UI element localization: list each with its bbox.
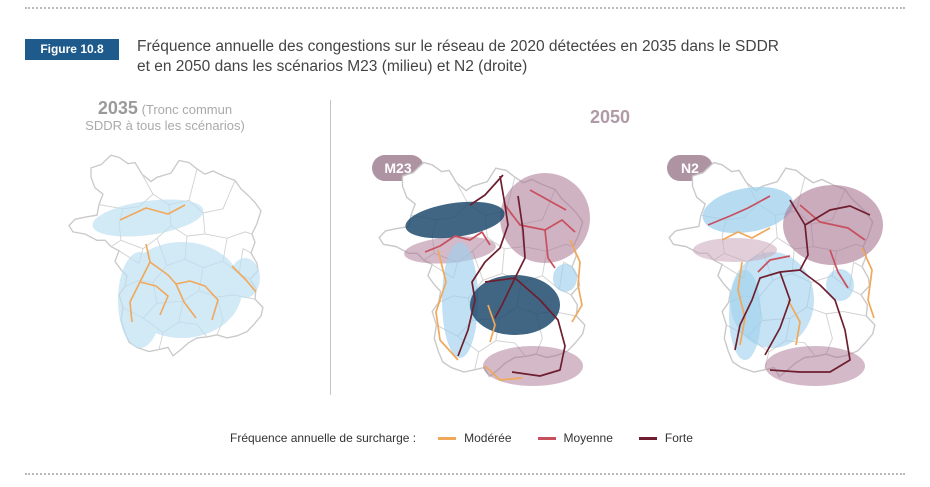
line-moderate [175,283,197,319]
congestion-zones-m23 [404,173,590,386]
panel-2050-year: 2050 [589,107,631,127]
zone-mauve-light [693,238,777,262]
map-2050-m23 [379,163,590,386]
bottom-dotted-rule [25,473,905,475]
legend-item-moderate: Modérée [438,431,512,445]
figure-title-line-1: Fréquence annuelle des congestions sur l… [137,38,779,55]
zone-light-blue [118,252,162,348]
line-moderate [721,227,771,241]
line-medium [529,189,567,211]
top-dotted-rule [25,7,905,9]
legend-item-strong: Forte [638,431,693,445]
panel-2035-note-1: (Tronc commun [141,102,233,117]
line-strong [769,269,851,373]
zone-mauve [483,346,583,386]
line-moderate [484,365,523,381]
line-strong [484,277,566,377]
zone-light-blue [702,186,794,234]
line-moderate [737,261,746,346]
lines-moderate-2035 [119,204,257,323]
legend-item-medium: Moyenne [537,431,613,445]
line-moderate [139,281,169,316]
figure-title: Fréquence annuelle des congestions sur l… [137,37,897,77]
line-moderate [149,261,219,321]
zone-mauve [500,173,590,263]
line-moderate [787,299,801,346]
panel-2035-note-2: SDDR à tous les scénarios) [85,118,245,133]
line-strong [457,175,509,357]
line-moderate [861,247,875,319]
line-medium [544,229,556,269]
zone-light-blue [826,269,854,301]
zone-mauve [404,236,496,264]
legend-label-medium: Moyenne [563,431,613,445]
line-strong [764,271,791,356]
congestion-zones-2035 [92,199,260,348]
legend-swatch-moderate [438,436,457,440]
figure-number-badge: Figure 10.8 [25,39,119,60]
line-strong [469,174,504,206]
line-moderate [487,304,496,343]
legend-label-strong: Forte [664,431,693,445]
line-strong [804,205,871,226]
zone-light-blue [553,264,577,292]
lines-n2 [707,195,875,373]
line-moderate [435,249,459,361]
legend-swatch-strong [638,436,657,440]
map-2035 [69,155,263,356]
line-medium [424,231,491,253]
panel-divider [330,100,331,395]
line-medium [799,204,866,241]
legend-swatch-medium [537,436,556,440]
zone-mauve [765,346,865,386]
figure-title-line-2: et en 2050 dans les scénarios M23 (milie… [137,58,528,75]
line-moderate [231,265,257,293]
line-moderate [119,204,186,221]
legend: Fréquence annuelle de surcharge : Modéré… [230,428,719,448]
map-2050-n2 [669,163,883,386]
line-moderate [569,239,583,323]
zone-dark-blue [470,275,560,335]
line-medium [757,255,791,273]
line-medium [707,195,771,226]
legend-title: Fréquence annuelle de surcharge : [230,431,417,445]
panel-2035-year: 2035 [97,98,138,118]
line-medium [829,249,849,289]
zone-dark-blue [405,201,505,239]
zone-light-blue [92,199,204,237]
lines-m23 [424,174,583,381]
line-strong [494,277,516,319]
line-strong [514,195,526,279]
panel-2035-heading: 2035 (Tronc commun SDDR à tous les scéna… [40,98,290,134]
legend-label-moderate: Modérée [464,431,512,445]
